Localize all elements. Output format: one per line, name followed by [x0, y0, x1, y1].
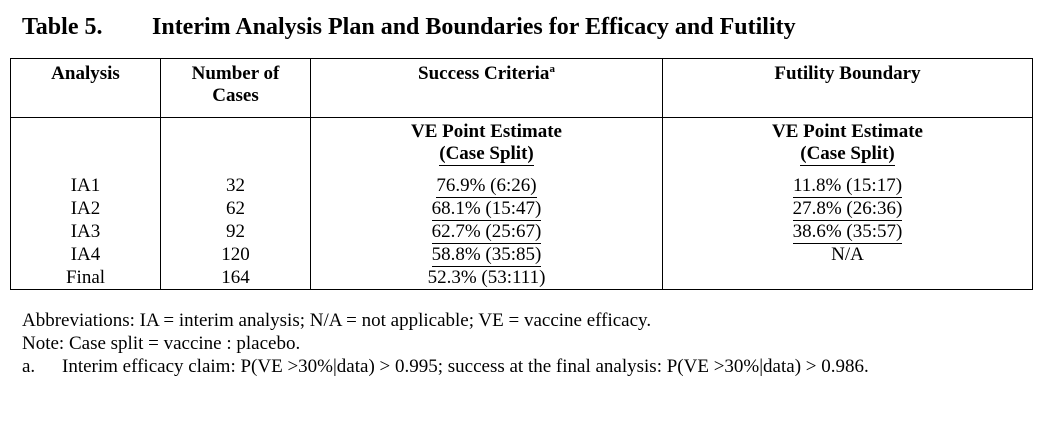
- footnote-a: a. Interim efficacy claim: P(VE >30%|dat…: [22, 355, 962, 378]
- analysis-table: Analysis Number of Cases Success Criteri…: [10, 58, 1033, 290]
- cell-futility: 38.6% (35:57): [662, 221, 1033, 244]
- cell-cases: 164: [160, 267, 311, 290]
- cell-success-value: 52.3% (53:111): [427, 267, 546, 288]
- cell-success: 58.8% (35:85): [310, 244, 663, 267]
- header-row: Analysis Number of Cases Success Criteri…: [10, 58, 1033, 118]
- cell-analysis: IA4: [10, 244, 161, 267]
- header-cases-line1: Number of: [191, 63, 280, 84]
- cell-success-value: 62.7% (25:67): [431, 221, 542, 244]
- table-row: IA2 62 68.1% (15:47) 27.8% (26:36): [10, 198, 1033, 221]
- table-row: IA1 32 76.9% (6:26) 11.8% (15:17): [10, 175, 1033, 198]
- header-cases-line2: Cases: [212, 85, 259, 106]
- cell-cases: 62: [160, 198, 311, 221]
- table-notes: Abbreviations: IA = interim analysis; N/…: [22, 309, 962, 378]
- header-success: Success Criteriaa: [310, 58, 663, 118]
- cell-futility-value: 11.8% (15:17): [792, 175, 903, 198]
- subheader-analysis: [10, 117, 161, 175]
- header-success-text: Success Criteria: [418, 63, 550, 84]
- cell-futility-value: 27.8% (26:36): [792, 198, 903, 221]
- case-split-note: Note: Case split = vaccine : placebo.: [22, 333, 301, 354]
- subheader-futility-line2: (Case Split): [800, 143, 895, 166]
- cell-futility-value: N/A: [831, 244, 864, 265]
- subheader-success-line1: VE Point Estimate: [411, 121, 562, 142]
- cell-success: 62.7% (25:67): [310, 221, 663, 244]
- cell-cases: 120: [160, 244, 311, 267]
- cell-success: 68.1% (15:47): [310, 198, 663, 221]
- cell-futility: 11.8% (15:17): [662, 175, 1033, 198]
- cell-futility: N/A: [662, 244, 1033, 267]
- table-number: Table 5.: [22, 14, 103, 40]
- subheader-row: VE Point Estimate (Case Split) VE Point …: [10, 117, 1033, 175]
- cell-futility: [662, 267, 1033, 290]
- cell-cases: 32: [160, 175, 311, 198]
- cell-success: 52.3% (53:111): [310, 267, 663, 290]
- subheader-futility: VE Point Estimate (Case Split): [662, 117, 1033, 175]
- cell-futility: 27.8% (26:36): [662, 198, 1033, 221]
- footnote-text: Interim efficacy claim: P(VE >30%|data) …: [62, 356, 869, 377]
- subheader-cases: [160, 117, 311, 175]
- subheader-success-line2: (Case Split): [439, 143, 534, 166]
- cell-success-value: 76.9% (6:26): [436, 175, 537, 198]
- subheader-success: VE Point Estimate (Case Split): [310, 117, 663, 175]
- cell-analysis: IA2: [10, 198, 161, 221]
- cell-analysis: IA3: [10, 221, 161, 244]
- header-analysis: Analysis: [10, 58, 161, 118]
- header-futility: Futility Boundary: [662, 58, 1033, 118]
- header-cases: Number of Cases: [160, 58, 311, 118]
- cell-analysis: IA1: [10, 175, 161, 198]
- cell-cases: 92: [160, 221, 311, 244]
- table-row: IA4 120 58.8% (35:85) N/A: [10, 244, 1033, 267]
- table-title-text: Interim Analysis Plan and Boundaries for…: [152, 14, 796, 40]
- subheader-futility-line1: VE Point Estimate: [772, 121, 923, 142]
- cell-success: 76.9% (6:26): [310, 175, 663, 198]
- cell-analysis: Final: [10, 267, 161, 290]
- footnote-marker: a: [549, 63, 555, 75]
- cell-success-value: 68.1% (15:47): [431, 198, 542, 221]
- table-row: IA3 92 62.7% (25:67) 38.6% (35:57): [10, 221, 1033, 244]
- table-title: Table 5. Interim Analysis Plan and Bounda…: [22, 14, 796, 41]
- table-row: Final 164 52.3% (53:111): [10, 267, 1033, 290]
- cell-futility-value: 38.6% (35:57): [792, 221, 903, 244]
- cell-success-value: 58.8% (35:85): [431, 244, 542, 267]
- abbreviations-note: Abbreviations: IA = interim analysis; N/…: [22, 310, 652, 331]
- footnote-label: a.: [22, 356, 36, 377]
